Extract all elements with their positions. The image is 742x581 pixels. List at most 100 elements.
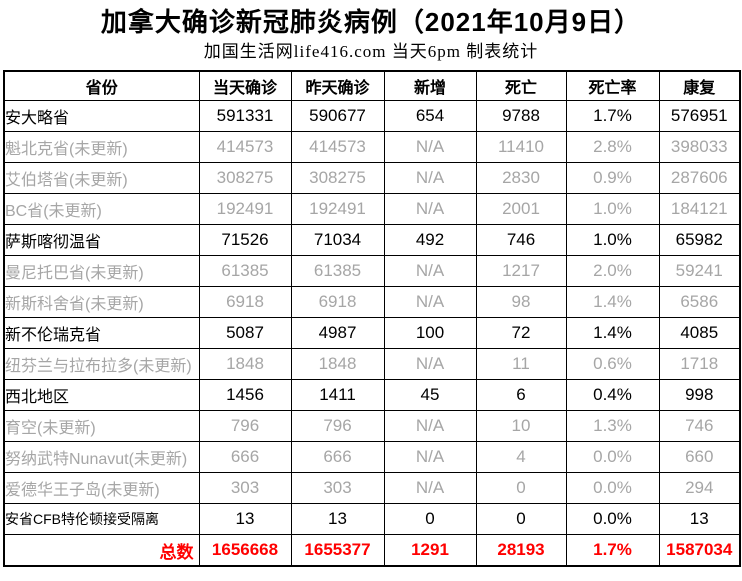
- page-subtitle: 加国生活网life416.com 当天6pm 制表统计: [203, 42, 539, 61]
- value-cell: 303: [290, 472, 385, 504]
- value-cell: 1655377: [290, 534, 385, 567]
- value-cell: 0: [475, 503, 567, 535]
- table-row: 安大略省 591331 590677 654 9788 1.7% 576951: [3, 100, 741, 132]
- value-cell: 6: [475, 379, 567, 411]
- value-cell: N/A: [383, 441, 477, 473]
- value-cell: 11410: [475, 131, 567, 163]
- table-row: 艾伯塔省(未更新) 308275 308275 N/A 2830 0.9% 287606: [3, 162, 741, 194]
- province-label: 育空(未更新): [3, 410, 200, 442]
- column-header-deaths: 死亡: [475, 70, 567, 101]
- value-cell: 4987: [290, 317, 385, 349]
- value-cell: 13: [198, 503, 292, 535]
- value-cell: 4: [475, 441, 567, 473]
- value-cell: 1291: [383, 534, 477, 567]
- province-label: 魁北克省(未更新): [3, 131, 200, 163]
- value-cell: 59241: [658, 255, 741, 287]
- value-cell: 591331: [198, 100, 292, 132]
- value-cell: 654: [383, 100, 477, 132]
- value-cell: N/A: [383, 131, 477, 163]
- value-cell: 414573: [198, 131, 292, 163]
- province-label: 新不伦瑞克省: [3, 317, 200, 349]
- value-cell: 1848: [290, 348, 385, 380]
- value-cell: N/A: [383, 255, 477, 287]
- value-cell: 4085: [658, 317, 741, 349]
- value-cell: 414573: [290, 131, 385, 163]
- value-cell: 308275: [198, 162, 292, 194]
- value-cell: 192491: [198, 193, 292, 225]
- province-label: 安大略省: [3, 100, 200, 132]
- value-cell: 0.0%: [565, 441, 660, 473]
- value-cell: 1656668: [198, 534, 292, 567]
- table-row: 西北地区 1456 1411 45 6 0.4% 998: [3, 379, 741, 411]
- value-cell: 1.0%: [565, 193, 660, 225]
- value-cell: 13: [290, 503, 385, 535]
- table-row: BC省(未更新) 192491 192491 N/A 2001 1.0% 184121: [3, 193, 741, 225]
- value-cell: 308275: [290, 162, 385, 194]
- value-cell: 10: [475, 410, 567, 442]
- table-row: 曼尼托巴省(未更新) 61385 61385 N/A 1217 2.0% 59241: [3, 255, 741, 287]
- province-label: 曼尼托巴省(未更新): [3, 255, 200, 287]
- province-label: 新斯科舍省(未更新): [3, 286, 200, 318]
- province-label: 努纳武特Nunavut(未更新): [3, 441, 200, 473]
- table-row: 新不伦瑞克省 5087 4987 100 72 1.4% 4085: [3, 317, 741, 349]
- value-cell: 6586: [658, 286, 741, 318]
- value-cell: 1411: [290, 379, 385, 411]
- value-cell: 98: [475, 286, 567, 318]
- value-cell: 1217: [475, 255, 567, 287]
- value-cell: 1.3%: [565, 410, 660, 442]
- table-body: 安大略省 591331 590677 654 9788 1.7% 576951 魁北克省(未更…: [3, 100, 741, 567]
- table-row: 纽芬兰与拉布拉多(未更新) 1848 1848 N/A 11 0.6% 1718: [3, 348, 741, 380]
- column-header-today-confirmed: 当天确诊: [198, 70, 292, 101]
- table-header-row: 省份 当天确诊 昨天确诊 新增 死亡 死亡率 康复: [3, 70, 741, 101]
- province-label: 安省CFB特伦顿接受隔离: [3, 503, 200, 535]
- province-label: 西北地区: [3, 379, 200, 411]
- province-label: BC省(未更新): [3, 193, 200, 225]
- value-cell: 13: [658, 503, 741, 535]
- value-cell: 192491: [290, 193, 385, 225]
- province-label: 萨斯喀彻温省: [3, 224, 200, 256]
- value-cell: 6918: [198, 286, 292, 318]
- value-cell: 303: [198, 472, 292, 504]
- table-row: 萨斯喀彻温省 71526 71034 492 746 1.0% 65982: [3, 224, 741, 256]
- value-cell: 1718: [658, 348, 741, 380]
- value-cell: 1.7%: [565, 534, 660, 567]
- value-cell: 11: [475, 348, 567, 380]
- value-cell: 2830: [475, 162, 567, 194]
- value-cell: N/A: [383, 193, 477, 225]
- column-header-province: 省份: [3, 70, 200, 101]
- table-row: 育空(未更新) 796 796 N/A 10 1.3% 746: [3, 410, 741, 442]
- value-cell: 184121: [658, 193, 741, 225]
- value-cell: 666: [290, 441, 385, 473]
- value-cell: 666: [198, 441, 292, 473]
- table-row: 安省CFB特伦顿接受隔离 13 13 0 0 0.0% 13: [3, 503, 741, 535]
- table-row: 努纳武特Nunavut(未更新) 666 666 N/A 4 0.0% 660: [3, 441, 741, 473]
- value-cell: 1.7%: [565, 100, 660, 132]
- value-cell: 2001: [475, 193, 567, 225]
- value-cell: 2.8%: [565, 131, 660, 163]
- value-cell: 0: [475, 472, 567, 504]
- value-cell: 796: [290, 410, 385, 442]
- value-cell: 1848: [198, 348, 292, 380]
- table-row: 爱德华王子岛(未更新) 303 303 N/A 0 0.0% 294: [3, 472, 741, 504]
- province-label: 总数: [3, 534, 200, 567]
- value-cell: 0.0%: [565, 472, 660, 504]
- value-cell: 28193: [475, 534, 567, 567]
- value-cell: 65982: [658, 224, 741, 256]
- table-row: 新斯科舍省(未更新) 6918 6918 N/A 98 1.4% 6586: [3, 286, 741, 318]
- value-cell: 1456: [198, 379, 292, 411]
- value-cell: 998: [658, 379, 741, 411]
- value-cell: 590677: [290, 100, 385, 132]
- value-cell: N/A: [383, 286, 477, 318]
- value-cell: 9788: [475, 100, 567, 132]
- value-cell: 746: [658, 410, 741, 442]
- value-cell: N/A: [383, 472, 477, 504]
- province-label: 爱德华王子岛(未更新): [3, 472, 200, 504]
- value-cell: 72: [475, 317, 567, 349]
- value-cell: 746: [475, 224, 567, 256]
- column-header-new-cases: 新增: [383, 70, 477, 101]
- value-cell: 1.4%: [565, 286, 660, 318]
- value-cell: 61385: [198, 255, 292, 287]
- value-cell: 61385: [290, 255, 385, 287]
- value-cell: N/A: [383, 162, 477, 194]
